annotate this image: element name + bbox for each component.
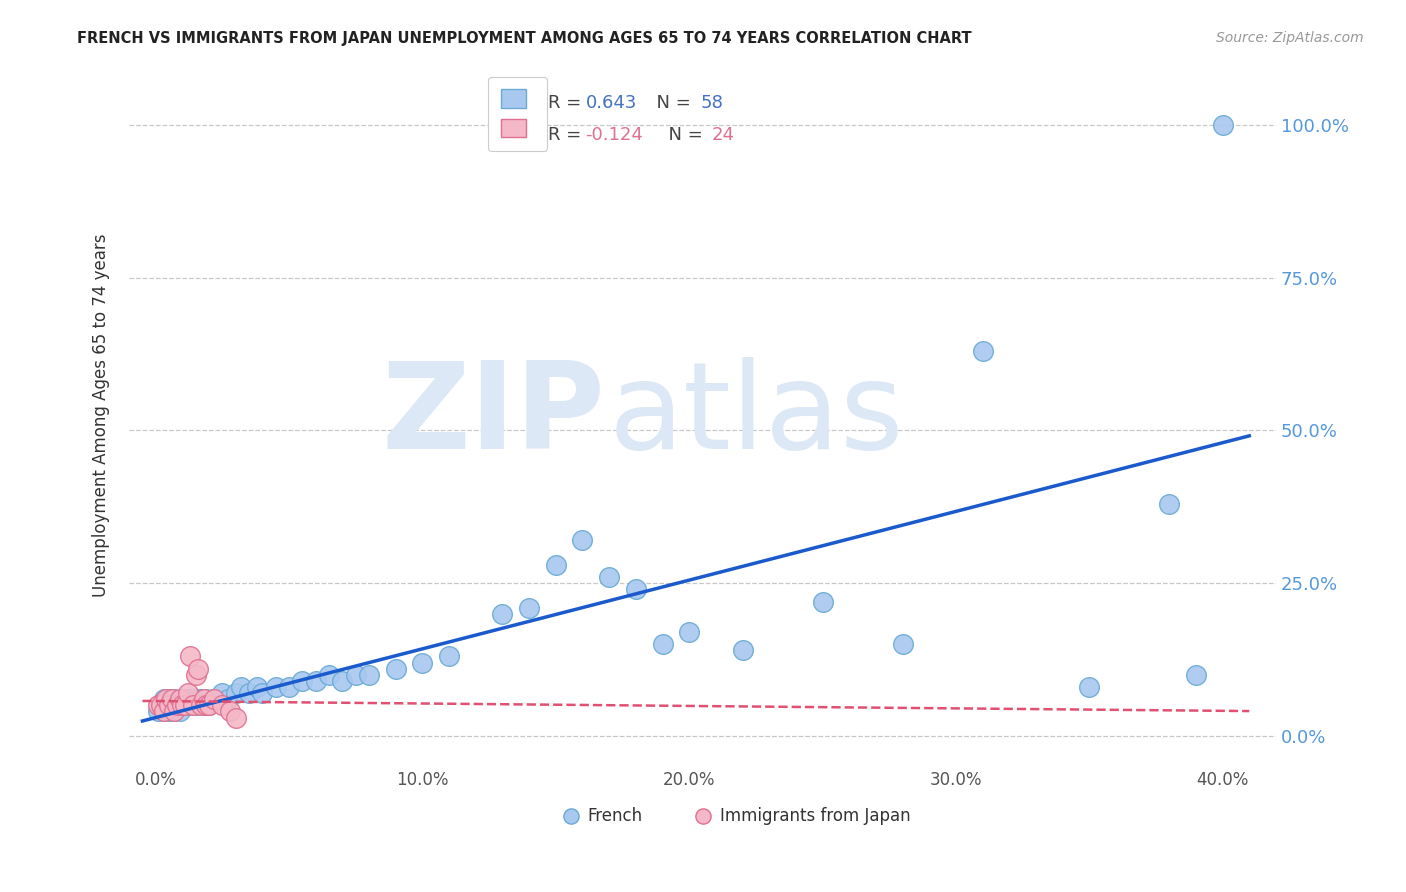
Point	[150, 698, 173, 713]
Point	[166, 698, 188, 713]
Point	[211, 698, 233, 713]
Point	[152, 705, 174, 719]
Point	[163, 705, 186, 719]
Point	[1159, 497, 1181, 511]
Point	[152, 692, 174, 706]
Point	[195, 692, 218, 706]
Point	[181, 698, 204, 713]
Point	[544, 558, 567, 572]
Text: R =: R =	[548, 95, 586, 112]
Point	[229, 680, 252, 694]
Point	[318, 667, 340, 681]
Point	[179, 649, 201, 664]
Point	[278, 680, 301, 694]
Point	[195, 698, 218, 713]
Point	[1171, 772, 1194, 786]
Point	[193, 698, 215, 713]
Point	[1212, 118, 1234, 132]
Point	[225, 686, 247, 700]
Text: Immigrants from Japan: Immigrants from Japan	[720, 806, 910, 824]
Point	[252, 686, 274, 700]
Point	[148, 698, 170, 713]
Point	[811, 594, 834, 608]
Point	[163, 692, 186, 706]
Point	[184, 667, 207, 681]
Point	[437, 649, 460, 664]
Point	[1185, 667, 1208, 681]
Point	[344, 667, 367, 681]
Point	[157, 705, 180, 719]
Legend: , : ,	[488, 77, 547, 151]
Point	[204, 692, 226, 706]
Point	[217, 692, 239, 706]
Text: N =: N =	[657, 126, 709, 144]
Point	[291, 673, 314, 688]
Point	[598, 570, 620, 584]
Point	[359, 667, 381, 681]
Point	[198, 698, 221, 713]
Point	[157, 698, 180, 713]
Point	[181, 698, 204, 713]
Point	[169, 705, 191, 719]
Point	[678, 625, 700, 640]
Point	[624, 582, 647, 597]
Point	[152, 705, 174, 719]
Point	[150, 698, 173, 713]
Point	[891, 637, 914, 651]
Point	[190, 698, 212, 713]
Point	[193, 692, 215, 706]
Point	[198, 698, 221, 713]
Y-axis label: Unemployment Among Ages 65 to 74 years: Unemployment Among Ages 65 to 74 years	[93, 234, 110, 597]
Point	[177, 698, 200, 713]
Text: N =: N =	[645, 95, 697, 112]
Point	[411, 656, 433, 670]
Text: atlas: atlas	[609, 357, 904, 474]
Point	[219, 705, 242, 719]
Point	[385, 662, 408, 676]
Point	[160, 698, 183, 713]
Point	[571, 533, 593, 548]
Point	[155, 692, 177, 706]
Point	[517, 600, 540, 615]
Point	[491, 607, 513, 621]
Text: -0.124: -0.124	[585, 126, 644, 144]
Point	[166, 698, 188, 713]
Point	[177, 686, 200, 700]
Point	[332, 673, 354, 688]
Point	[160, 692, 183, 706]
Point	[169, 692, 191, 706]
Point	[225, 710, 247, 724]
Text: 58: 58	[700, 95, 723, 112]
Point	[204, 692, 226, 706]
Point	[731, 643, 754, 657]
Text: French: French	[588, 806, 643, 824]
Point	[172, 698, 194, 713]
Text: 24: 24	[711, 126, 735, 144]
Text: Source: ZipAtlas.com: Source: ZipAtlas.com	[1216, 31, 1364, 45]
Text: FRENCH VS IMMIGRANTS FROM JAPAN UNEMPLOYMENT AMONG AGES 65 TO 74 YEARS CORRELATI: FRENCH VS IMMIGRANTS FROM JAPAN UNEMPLOY…	[77, 31, 972, 46]
Point	[651, 637, 673, 651]
Point	[184, 692, 207, 706]
Text: 0.643: 0.643	[585, 95, 637, 112]
Point	[174, 692, 197, 706]
Point	[174, 698, 197, 713]
Point	[246, 680, 269, 694]
Point	[972, 344, 994, 359]
Point	[163, 705, 186, 719]
Point	[264, 680, 287, 694]
Text: R =: R =	[548, 126, 586, 144]
Point	[238, 686, 260, 700]
Point	[157, 692, 180, 706]
Point	[190, 692, 212, 706]
Point	[172, 698, 194, 713]
Point	[1078, 680, 1101, 694]
Point	[155, 698, 177, 713]
Point	[187, 698, 209, 713]
Point	[305, 673, 328, 688]
Point	[148, 705, 170, 719]
Point	[187, 662, 209, 676]
Point	[211, 686, 233, 700]
Point	[179, 692, 201, 706]
Text: ZIP: ZIP	[381, 357, 605, 474]
